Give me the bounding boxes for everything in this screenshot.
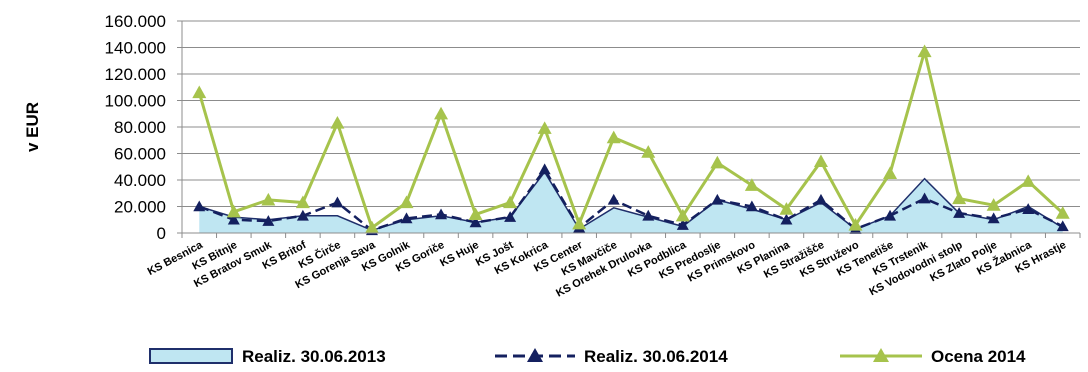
data-point-realiz-2014	[918, 192, 931, 204]
y-tick-label: 40.000	[114, 171, 166, 190]
data-point-ocena-2014	[503, 195, 518, 209]
data-point-realiz-2014	[814, 193, 827, 205]
data-point-ocena-2014	[744, 178, 759, 191]
legend-item-realiz-2014: Realiz. 30.06.2014	[495, 347, 728, 366]
series-realiz-2014	[193, 163, 1069, 236]
legend-marker-triangle-green	[873, 348, 889, 362]
y-tick-label: 120.000	[105, 65, 166, 84]
data-point-realiz-2014	[538, 163, 551, 175]
data-point-realiz-2014	[745, 200, 758, 212]
area-edge-line	[199, 170, 1064, 232]
legend-label-ocena-2014: Ocena 2014	[931, 347, 1026, 366]
data-point-ocena-2014	[330, 116, 345, 129]
legend: Realiz. 30.06.2013 Realiz. 30.06.2014 Oc…	[149, 347, 1026, 366]
data-point-ocena-2014	[952, 191, 967, 205]
data-point-ocena-2014	[226, 204, 241, 218]
y-tick-label: 20.000	[114, 198, 166, 217]
data-point-ocena-2014	[434, 106, 449, 120]
data-point-ocena-2014	[779, 202, 794, 215]
grid-lines	[182, 20, 1080, 207]
data-point-realiz-2014	[331, 196, 344, 208]
data-point-ocena-2014	[675, 208, 690, 222]
data-point-realiz-2014	[780, 213, 793, 225]
data-point-ocena-2014	[641, 145, 656, 158]
data-point-realiz-2014	[435, 208, 448, 220]
legend-item-ocena-2014: Ocena 2014	[840, 347, 1026, 366]
y-tick-label: 60.000	[114, 145, 166, 164]
series-realiz-2013	[199, 170, 1064, 233]
data-point-realiz-2014	[504, 211, 517, 222]
data-point-realiz-2014	[642, 209, 655, 221]
data-point-ocena-2014	[261, 192, 276, 206]
data-point-realiz-2014	[469, 216, 482, 228]
data-point-ocena-2014	[537, 121, 552, 134]
data-point-ocena-2014	[986, 198, 1001, 211]
data-point-realiz-2014	[987, 212, 1000, 224]
data-point-realiz-2014	[676, 219, 689, 230]
data-point-realiz-2014	[262, 215, 275, 226]
data-point-ocena-2014	[917, 44, 932, 58]
area-fill	[199, 172, 1063, 233]
y-axis-ticks: 0 20.000 40.000 60.000 80.000 100.000 120.000 1…	[105, 12, 166, 243]
data-point-ocena-2014	[399, 195, 414, 209]
data-point-realiz-2014	[193, 200, 206, 212]
data-point-realiz-2014	[884, 209, 897, 221]
data-point-ocena-2014	[606, 130, 621, 144]
green-series-line	[197, 45, 1064, 231]
data-point-realiz-2014	[227, 213, 240, 225]
data-point-ocena-2014	[364, 220, 379, 234]
data-point-ocena-2014	[295, 195, 310, 209]
data-point-ocena-2014	[710, 155, 725, 169]
series-ocena-2014	[192, 44, 1070, 234]
y-tick-label: 140.000	[105, 39, 166, 58]
data-point-realiz-2014	[296, 209, 309, 221]
data-point-realiz-2014	[1022, 203, 1035, 214]
data-point-realiz-2014	[711, 193, 724, 205]
y-tick-label: 160.000	[105, 12, 166, 31]
data-point-ocena-2014	[1055, 206, 1070, 219]
data-point-ocena-2014	[572, 216, 587, 230]
data-point-ocena-2014	[848, 218, 863, 231]
legend-label-realiz-2013: Realiz. 30.06.2013	[242, 347, 386, 366]
data-point-realiz-2014	[607, 193, 620, 205]
data-point-realiz-2014	[1056, 220, 1069, 232]
y-tick-label: 0	[157, 224, 166, 243]
legend-marker-triangle	[527, 348, 543, 362]
axes	[177, 20, 1081, 238]
data-point-ocena-2014	[1021, 174, 1036, 187]
legend-label-realiz-2014: Realiz. 30.06.2014	[584, 347, 728, 366]
data-point-ocena-2014	[192, 85, 207, 99]
y-axis-label: v EUR	[23, 102, 42, 152]
data-point-ocena-2014	[468, 207, 483, 221]
legend-swatch-area	[149, 348, 233, 364]
x-tick-label: KS Huje	[438, 239, 481, 269]
y-tick-label: 80.000	[114, 118, 166, 137]
data-point-ocena-2014	[883, 166, 898, 179]
y-tick-label: 100.000	[105, 92, 166, 111]
data-point-realiz-2014	[953, 207, 966, 218]
data-point-realiz-2014	[400, 212, 413, 224]
legend-item-realiz-2013: Realiz. 30.06.2013	[149, 347, 386, 366]
data-point-ocena-2014	[813, 154, 828, 168]
